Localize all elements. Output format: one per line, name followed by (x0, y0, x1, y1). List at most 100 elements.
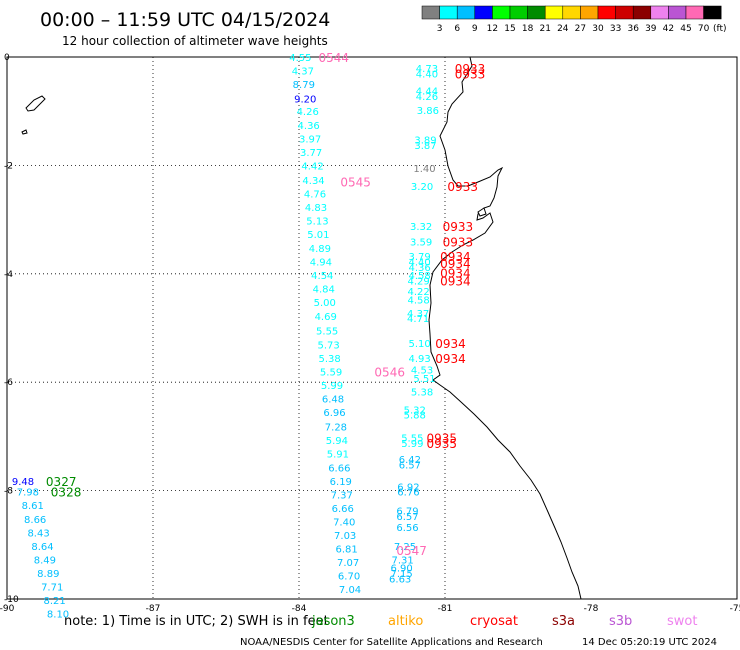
wave-height-label: 6.19 (330, 477, 352, 488)
wave-height-label: 6.57 (396, 512, 418, 523)
pass-time-label: 0933 (443, 220, 474, 234)
y-tick-label: -10 (4, 595, 19, 605)
legend-unit: (ft) (713, 24, 727, 34)
legend-swatch (474, 5, 493, 20)
wave-height-label: 6.79 (396, 507, 418, 518)
wave-height-label: 6.96 (323, 408, 345, 419)
wave-height-label: 5.00 (314, 298, 336, 309)
wave-height-label: 6.48 (322, 394, 344, 405)
wave-height-label: 3.79 (409, 252, 431, 263)
pass-time-label: 0327 (46, 475, 77, 489)
satellite-legend: jason3 altiko cryosat s3a s3b swot (311, 614, 697, 629)
footer-timestamp: 14 Dec 05:20:19 UTC 2024 (582, 637, 717, 648)
pass-time-label: 0933 (443, 235, 474, 249)
pass-time-label: 0935 (427, 431, 458, 445)
wave-height-label: 5.51 (413, 374, 435, 385)
wave-height-label: 7.25 (394, 542, 416, 553)
wave-height-label: 7.98 (17, 488, 39, 499)
wave-height-label: 3.89 (414, 135, 436, 146)
x-tick-label: -78 (584, 604, 599, 614)
wave-height-label: 8.89 (37, 569, 59, 580)
wave-height-label: 3.87 (414, 141, 436, 152)
wave-height-label: 6.42 (399, 455, 421, 466)
x-tick-label: -87 (146, 604, 161, 614)
x-tick-label: -90 (0, 604, 15, 614)
satellite-s3a: s3a (552, 614, 575, 629)
x-tick-label: -84 (292, 604, 307, 614)
wave-height-label: 1.40 (413, 164, 435, 175)
wave-height-label: 4.37 (407, 309, 429, 320)
wave-height-label: 4.40 (416, 69, 438, 80)
pass-time-label: 0933 (455, 67, 486, 81)
wave-height-label: 8.61 (22, 501, 44, 512)
legend-label: 12 (487, 24, 498, 34)
legend-label: 33 (610, 24, 621, 34)
pass-time-label: 0328 (51, 486, 82, 500)
wave-height-label: 5.38 (411, 387, 433, 398)
wave-height-label: 6.66 (332, 504, 354, 515)
legend-label: 6 (454, 24, 460, 34)
wave-readings: 4.554.378.799.204.264.363.973.774.424.34… (12, 53, 439, 621)
wave-height-label: 7.15 (390, 569, 412, 580)
galapagos-isabela (25, 95, 46, 112)
legend-label: 24 (557, 24, 569, 34)
legend-swatch (650, 5, 669, 20)
satellite-cryosat: cryosat (470, 614, 518, 629)
wave-height-label: 7.28 (325, 423, 347, 434)
wave-height-label: 4.94 (310, 257, 332, 268)
pass-time-label: 0544 (318, 51, 349, 65)
wave-height-label: 4.36 (298, 121, 320, 132)
legend-label: 70 (698, 24, 710, 34)
y-axis-ticks: 0 -2 -4 -6 -8 -10 (4, 53, 19, 605)
wave-height-label: 4.44 (416, 87, 438, 98)
legend-swatch (668, 5, 687, 20)
pass-time-label: 0934 (440, 274, 471, 288)
wave-height-label: 4.53 (411, 366, 433, 377)
wave-height-label: 9.48 (12, 477, 34, 488)
wave-height-label: 6.66 (328, 463, 350, 474)
pass-time-label: 0934 (440, 267, 471, 281)
wave-height-label: 6.76 (397, 488, 419, 499)
plot-area: 4.554.378.799.204.264.363.973.774.424.34… (6, 51, 738, 621)
galapagos-small-island (21, 129, 28, 135)
footer-credit: NOAA/NESDIS Center for Satellite Applica… (240, 637, 543, 648)
coastline (428, 56, 738, 600)
legend-swatch (544, 5, 564, 20)
wave-height-label: 5.73 (317, 340, 339, 351)
wave-height-label: 9.20 (294, 95, 316, 106)
wave-height-label: 4.71 (407, 314, 429, 325)
legend-swatch (632, 5, 652, 20)
pass-time-label: 0545 (340, 176, 371, 190)
wave-height-label: 6.63 (389, 574, 411, 585)
satellite-s3b: s3b (609, 614, 632, 629)
y-tick-label: -2 (4, 161, 13, 171)
wave-height-label: 4.58 (409, 271, 431, 282)
wave-height-label: 5.55 (316, 327, 338, 338)
legend-swatch (597, 5, 616, 20)
wave-height-label: 4.34 (302, 176, 324, 187)
wave-height-label: 4.54 (311, 271, 333, 282)
legend-swatch (562, 5, 581, 20)
wave-height-label: 3.32 (410, 222, 432, 233)
wave-height-label: 7.71 (41, 583, 63, 594)
legend-label: 9 (472, 24, 478, 34)
wave-height-label: 7.31 (391, 555, 413, 566)
map-subtitle: 12 hour collection of altimeter wave hei… (62, 34, 328, 48)
wave-height-label: 4.84 (313, 284, 335, 295)
wave-height-label: 8.21 (44, 596, 66, 607)
pass-time-label: 0933 (455, 62, 486, 76)
wave-height-label: 5.99 (401, 439, 423, 450)
wave-height-label: 4.69 (315, 312, 337, 323)
x-tick-label: -81 (438, 604, 453, 614)
gulf-island (477, 207, 487, 217)
legend-swatch (615, 5, 634, 20)
pass-time-label: 0933 (447, 180, 478, 194)
legend-label: 36 (627, 24, 639, 34)
satellite-jason3: jason3 (311, 614, 355, 629)
pass-time-label: 0935 (427, 437, 458, 451)
legend-label: 3 (437, 24, 443, 34)
wave-height-label: 5.55 (401, 433, 423, 444)
legend-label: 30 (592, 24, 604, 34)
x-tick-label: -75 (730, 604, 740, 614)
wave-height-label: 4.40 (409, 257, 431, 268)
